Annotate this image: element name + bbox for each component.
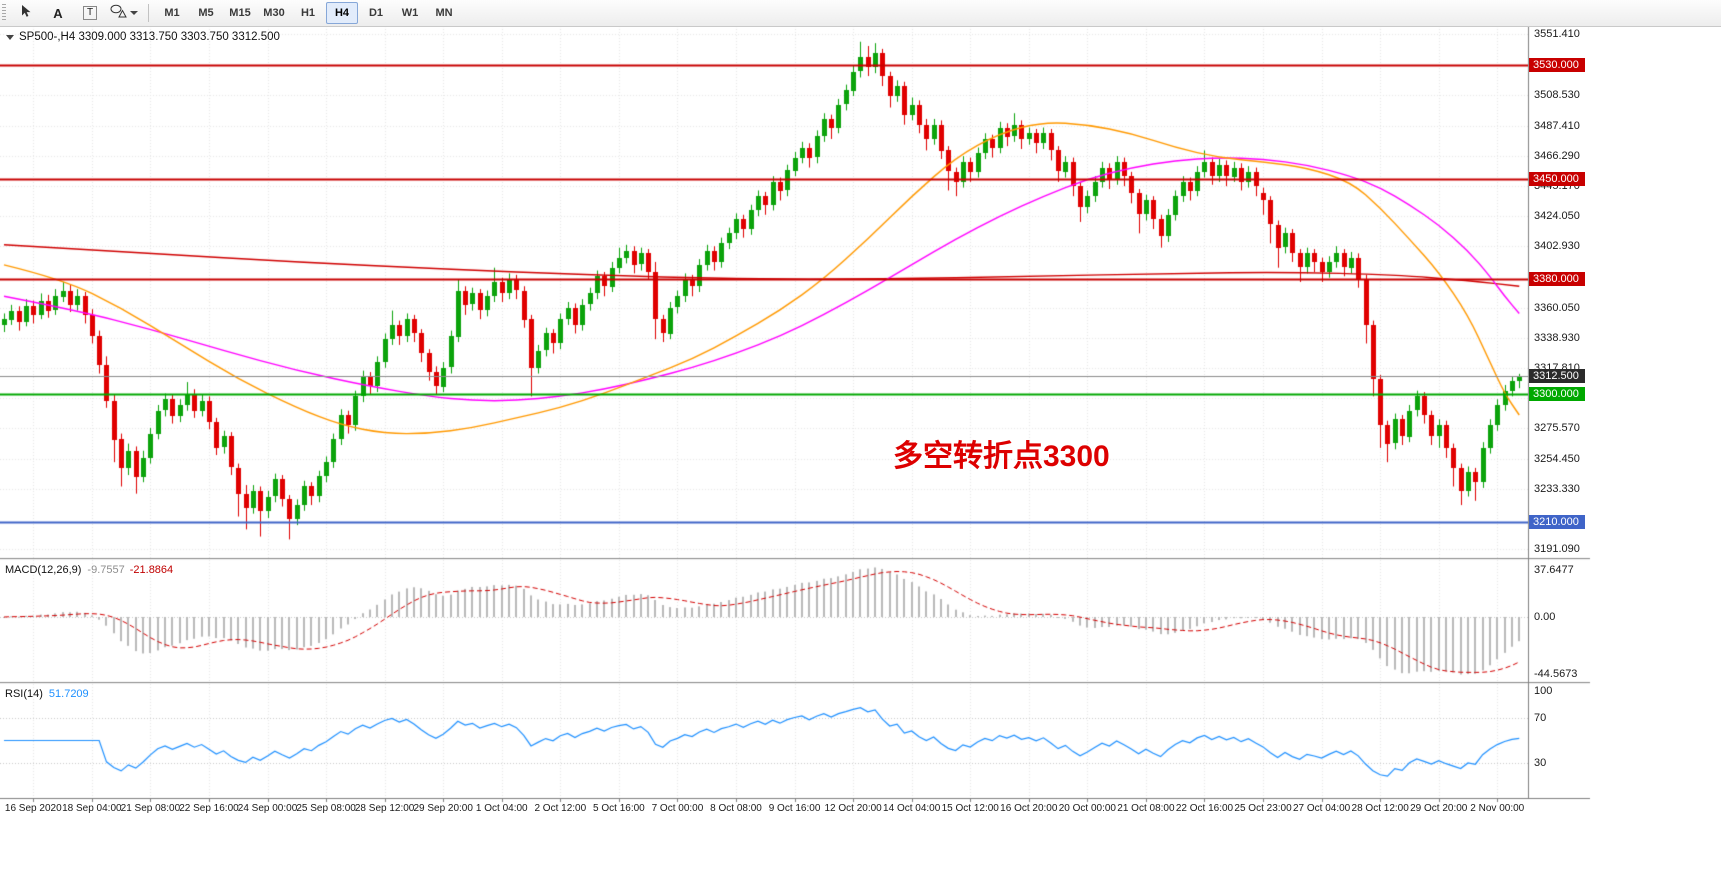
- date-label: 1 Oct 04:00: [475, 803, 528, 814]
- date-label: 22 Sep 16:00: [179, 803, 239, 814]
- timeframe-button-W1[interactable]: W1: [401, 7, 419, 19]
- price-badge-3300.000: 3300.000: [1529, 386, 1585, 401]
- date-label: 16 Sep 2020: [4, 803, 62, 814]
- macd-value-main: -9.7557: [87, 564, 125, 576]
- shapes-icon: [110, 4, 127, 23]
- price-tick-label: 3424.050: [1534, 210, 1580, 223]
- toolbar-separator: [148, 4, 149, 22]
- price-tick-label: 3487.410: [1534, 119, 1580, 132]
- timeframe-button-D1[interactable]: D1: [368, 7, 384, 19]
- date-label: 21 Sep 08:00: [120, 803, 181, 814]
- text-label-icon: A: [53, 5, 63, 21]
- date-label: 15 Oct 12:00: [941, 803, 999, 814]
- price-badge-3530.000: 3530.000: [1529, 57, 1585, 72]
- toolbar-grip[interactable]: [2, 4, 6, 22]
- date-label: 29 Oct 20:00: [1410, 803, 1468, 814]
- price-badge-3312.500: 3312.500: [1529, 368, 1585, 383]
- date-label: 16 Oct 20:00: [1000, 803, 1058, 814]
- price-tick-label: 3360.050: [1534, 301, 1580, 314]
- timeframe-button-M30[interactable]: M30: [263, 7, 285, 19]
- date-label: 20 Oct 00:00: [1058, 803, 1116, 814]
- price-tick-label: 3402.930: [1534, 240, 1580, 253]
- date-label: 21 Oct 08:00: [1117, 803, 1175, 814]
- date-label: 27 Oct 04:00: [1292, 803, 1351, 814]
- date-label: 25 Sep 08:00: [296, 803, 356, 814]
- date-label: 14 Oct 04:00: [883, 803, 941, 814]
- chart-collapse-icon[interactable]: [6, 34, 14, 40]
- rsi-label: RSI(14): [5, 688, 43, 700]
- date-label: 2 Oct 12:00: [534, 803, 587, 814]
- chevron-down-icon: [130, 11, 138, 15]
- timeframe-button-H4[interactable]: H4: [326, 2, 358, 24]
- cursor-icon: [20, 4, 32, 23]
- text-tool-button[interactable]: T: [74, 1, 106, 25]
- price-badge-3210.000: 3210.000: [1529, 515, 1585, 530]
- timeframe-toolbar: M1 M5 M15 M30 H1 H4 D1 W1 MN: [155, 2, 461, 24]
- timeframe-button-M15[interactable]: M15: [229, 7, 251, 19]
- annotation-text[interactable]: 多空转折点3300: [893, 440, 1110, 473]
- date-label: 22 Oct 16:00: [1175, 803, 1234, 814]
- price-tick-label: 3191.090: [1534, 543, 1580, 556]
- date-label: 25 Oct 23:00: [1234, 803, 1292, 814]
- timeframe-button-M5[interactable]: M5: [198, 7, 214, 19]
- shapes-tool-button[interactable]: [106, 1, 142, 25]
- toolbar: A T M1 M5 M15 M30 H1 H4 D1 W1 MN: [0, 0, 1721, 27]
- price-badge-3380.000: 3380.000: [1529, 272, 1585, 287]
- price-tick-label: 3338.930: [1534, 331, 1580, 344]
- date-label: 28 Sep 12:00: [354, 803, 415, 814]
- rsi-axis-label: 30: [1534, 757, 1547, 770]
- price-tick-label: 3466.290: [1534, 149, 1580, 162]
- macd-axis-zero: 0.00: [1534, 611, 1556, 623]
- timeframe-button-H1[interactable]: H1: [300, 7, 316, 19]
- macd-axis-max: 37.6477: [1534, 564, 1574, 576]
- date-label: 7 Oct 00:00: [651, 803, 704, 814]
- date-label: 8 Oct 08:00: [710, 803, 762, 814]
- date-label: 9 Oct 16:00: [768, 803, 821, 814]
- text-label-tool-button[interactable]: A: [42, 1, 74, 25]
- price-tick-label: 3551.410: [1534, 27, 1580, 40]
- date-label: 2 Nov 00:00: [1470, 803, 1525, 814]
- cursor-tool-button[interactable]: [10, 1, 42, 25]
- timeframe-button-MN[interactable]: MN: [435, 7, 453, 19]
- date-label: 5 Oct 16:00: [593, 803, 645, 814]
- macd-panel-header: MACD(12,26,9) -9.7557 -21.8864: [5, 564, 173, 576]
- macd-axis-min: -44.5673: [1534, 668, 1578, 680]
- date-label: 12 Oct 20:00: [824, 803, 882, 814]
- macd-value-signal: -21.8864: [129, 564, 174, 576]
- price-tick-label: 3254.450: [1534, 452, 1580, 465]
- time-axis[interactable]: 16 Sep 2020 18 Sep 04:00 21 Sep 08:00 22 Se…: [0, 799, 1721, 821]
- price-tick-label: 3233.330: [1534, 482, 1580, 495]
- chart-header: SP500-,H4 3309.000 3313.750 3303.750 331…: [6, 31, 280, 43]
- rsi-panel-header: RSI(14) 51.7209: [5, 688, 89, 700]
- price-axis[interactable]: 37.6477 0.00 -44.5673 3551.410 3508.530 34…: [1528, 0, 1721, 822]
- macd-label: MACD(12,26,9): [5, 564, 82, 576]
- rsi-axis-label: 100: [1534, 685, 1553, 697]
- date-label: 18 Sep 04:00: [62, 803, 122, 814]
- price-tick-label: 3508.530: [1534, 89, 1580, 102]
- text-box-icon: T: [82, 6, 98, 20]
- date-label: 28 Oct 12:00: [1351, 803, 1409, 814]
- date-label: 24 Sep 00:00: [237, 803, 298, 814]
- price-badge-3450.000: 3450.000: [1529, 172, 1585, 187]
- chart-symbol-label: SP500-,H4 3309.000 3313.750 3303.750 331…: [19, 31, 280, 43]
- rsi-axis-label: 70: [1534, 711, 1547, 724]
- price-tick-label: 3275.570: [1534, 422, 1580, 435]
- date-label: 29 Sep 20:00: [413, 803, 473, 814]
- rsi-value: 51.7209: [48, 688, 89, 700]
- timeframe-button-M1[interactable]: M1: [164, 7, 180, 19]
